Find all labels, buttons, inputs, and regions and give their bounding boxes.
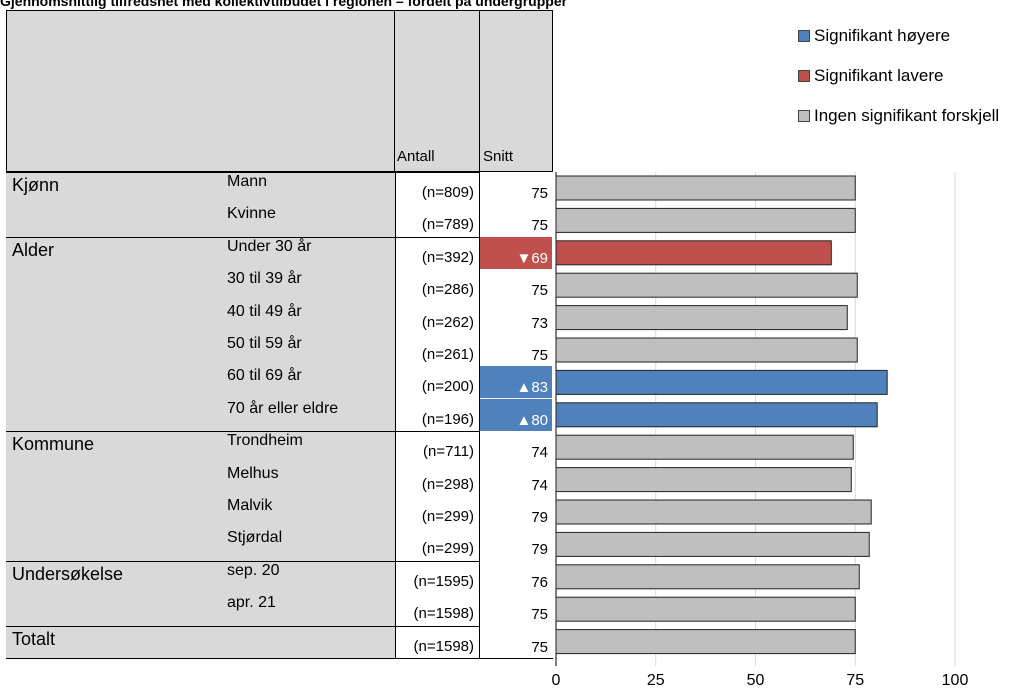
bar-melhus [555, 467, 852, 493]
sample-size: (n=711) [422, 443, 474, 461]
row-label: sep. 20 [227, 561, 280, 579]
legend-item-lower: Signifikant lavere [798, 66, 943, 86]
antall-group-band [395, 431, 480, 561]
table-bottom-border [6, 658, 553, 659]
group-label: Alder [12, 239, 55, 260]
row-label: 60 til 69 år [227, 367, 302, 385]
bar-40-til-49-år [555, 305, 848, 331]
sample-size: (n=200) [421, 378, 474, 396]
row-label: 70 år eller eldre [227, 399, 339, 417]
row-label: Kvinne [227, 205, 276, 223]
group-label: Totalt [12, 628, 56, 649]
bar-50-til-59-år [555, 337, 858, 363]
header-label-area [6, 10, 395, 172]
mean-value: 74 [531, 444, 548, 462]
sample-size: (n=299) [421, 508, 474, 525]
legend-swatch [798, 110, 810, 122]
mean-value: 75 [531, 282, 548, 300]
mean-value: ▲83 [480, 366, 552, 399]
row-label: Mann [227, 173, 268, 190]
legend-label: Ingen signifikant forskjell [814, 106, 1000, 125]
bar-under-30-år [555, 240, 832, 266]
sample-size: (n=809) [421, 184, 474, 201]
chart-title: Gjennomsnittlig tilfredshet med kollekti… [0, 0, 568, 9]
row-label: Stjørdal [227, 529, 283, 547]
sample-size: (n=262) [421, 313, 474, 331]
legend-label: Signifikant lavere [814, 66, 944, 85]
legend-swatch [798, 70, 810, 82]
sample-size: (n=789) [421, 216, 474, 234]
antall-group-band [395, 236, 480, 432]
row-label: Melhus [227, 464, 279, 482]
row-label: Trondheim [227, 432, 303, 450]
x-tick-label: 0 [551, 672, 561, 689]
mean-value: 75 [531, 217, 548, 235]
row-label: Under 30 år [227, 237, 312, 255]
sample-size: (n=392) [421, 248, 474, 266]
legend-swatch [798, 30, 810, 42]
sample-size: (n=1598) [413, 605, 474, 623]
mean-value: 79 [531, 541, 548, 559]
bar-trondheim [555, 434, 854, 460]
antall-group-band [395, 172, 480, 237]
header-antall-area [394, 10, 480, 172]
mean-value: 73 [531, 314, 548, 332]
row-label: 30 til 39 år [227, 270, 302, 288]
bar-totalt [555, 629, 856, 655]
group-band [6, 560, 395, 626]
mean-value: 74 [531, 476, 548, 494]
mean-value: 75 [531, 185, 548, 202]
sample-size: (n=261) [421, 346, 474, 363]
row-label: 40 til 49 år [227, 302, 302, 320]
bar-sep-20 [555, 564, 860, 590]
mean-value: 75 [531, 638, 548, 656]
snitt-header: Snitt [483, 148, 514, 165]
x-tick-label: 75 [846, 672, 865, 689]
bar-60-til-69-år [555, 369, 888, 395]
sample-size: (n=286) [421, 281, 474, 299]
x-tick-label: 100 [941, 672, 969, 689]
mean-value: ▲80 [480, 398, 552, 431]
group-label: Kommune [12, 434, 95, 455]
row-label: Malvik [227, 497, 273, 514]
x-tick-label: 50 [746, 672, 765, 689]
bar-kvinne [555, 207, 856, 233]
header-snitt-area [479, 10, 553, 172]
group-label: Undersøkelse [12, 563, 124, 584]
sample-size: (n=1598) [413, 637, 474, 655]
bar-apr-21 [555, 596, 856, 622]
legend-item-none: Ingen signifikant forskjell [798, 106, 999, 126]
group-label: Kjønn [12, 175, 60, 195]
antall-group-band [395, 560, 480, 626]
group-band [6, 431, 395, 561]
sample-size: (n=1595) [413, 572, 474, 590]
legend-item-higher: Signifikant høyere [798, 26, 950, 46]
mean-value: 76 [531, 573, 548, 591]
mean-value: 75 [531, 347, 548, 364]
antall-group-band [395, 625, 480, 658]
group-band [6, 236, 395, 432]
group-band [6, 172, 395, 237]
sample-size: (n=299) [421, 540, 474, 558]
group-band [6, 625, 395, 658]
legend-label: Signifikant høyere [814, 26, 951, 45]
bar-stjørdal [555, 531, 870, 557]
sample-size: (n=298) [421, 475, 474, 493]
bar-mann [555, 175, 856, 201]
mean-value: 75 [531, 606, 548, 624]
antall-header: Antall [397, 148, 435, 165]
x-tick-label: 25 [646, 672, 665, 689]
row-label: 50 til 59 år [227, 335, 302, 352]
bar-70-år-eller-eldre [555, 402, 878, 428]
mean-value: 79 [531, 509, 548, 526]
bar-malvik [555, 499, 872, 525]
row-label: apr. 21 [227, 594, 276, 612]
sample-size: (n=196) [421, 410, 474, 428]
bar-30-til-39-år [555, 272, 858, 298]
mean-value: ▼69 [480, 236, 552, 269]
